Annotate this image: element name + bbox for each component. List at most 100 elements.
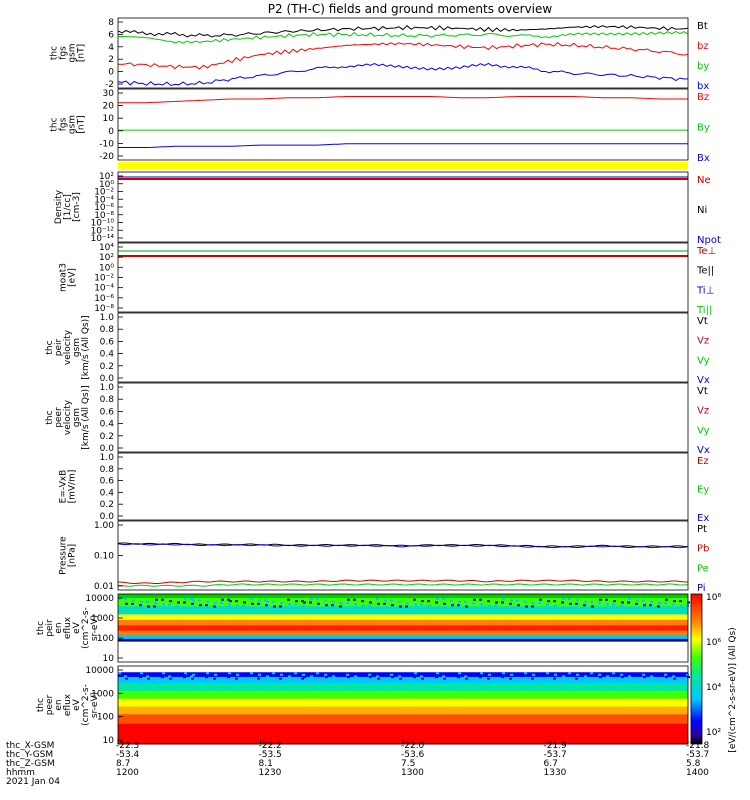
spectrogram-speck xyxy=(465,677,468,680)
spectrogram-speck xyxy=(451,604,454,607)
spectrogram-band xyxy=(118,690,688,700)
y-axis-label: gsm xyxy=(72,408,82,427)
spectrogram-speck xyxy=(147,605,150,608)
spectrogram-speck xyxy=(428,604,431,607)
spectrogram-speck xyxy=(155,598,158,601)
spectrogram-speck xyxy=(169,677,172,680)
spectrogram-speck xyxy=(257,677,260,680)
spectrogram-speck xyxy=(309,601,312,604)
chart-title: P2 (TH-C) fields and ground moments over… xyxy=(268,2,553,16)
spectrogram-speck xyxy=(525,605,528,608)
panel-fgs xyxy=(117,17,689,89)
spectrogram-speck xyxy=(287,598,290,601)
spectrogram-speck xyxy=(687,601,690,604)
y-axis-label: Density xyxy=(54,189,64,224)
spectrogram-speck xyxy=(479,598,482,601)
spectrogram-speck xyxy=(672,675,675,678)
spectrogram-speck xyxy=(398,675,401,678)
spectrogram-speck xyxy=(220,676,223,679)
x-tick-value: 1330 xyxy=(544,768,567,778)
spectrogram-speck xyxy=(124,598,127,601)
y-axis-label: peer xyxy=(45,694,55,715)
legend-entry: Vx xyxy=(697,445,710,456)
spectrogram-speck xyxy=(376,598,379,601)
legend-entry: Pe xyxy=(697,563,709,574)
spectrogram-speck xyxy=(177,673,180,676)
spectrogram-speck xyxy=(539,673,542,676)
spectrogram-speck xyxy=(538,676,541,679)
spectrogram-speck xyxy=(620,604,623,607)
spectrogram-speck xyxy=(294,603,297,606)
y-tick-label: 10⁻⁶ xyxy=(94,294,114,304)
spectrogram-speck xyxy=(258,673,261,676)
x-tick-value: -53.6 xyxy=(401,750,425,760)
spectrogram-speck xyxy=(324,673,327,676)
spectrogram-speck xyxy=(502,598,505,601)
spectrogram-speck xyxy=(621,676,624,679)
spectrogram-speck xyxy=(473,598,476,601)
spectrogram-speck xyxy=(361,600,364,603)
y-axis-label: gsm xyxy=(68,43,78,62)
spectrogram-speck xyxy=(658,676,661,679)
spectrogram-speck xyxy=(368,604,371,607)
spectrogram-speck xyxy=(235,600,238,603)
spectrogram-speck xyxy=(628,675,631,678)
spectrogram-speck xyxy=(340,676,343,679)
y-tick-label: 10⁻⁴ xyxy=(94,195,114,205)
y-tick-label: 1.0 xyxy=(100,453,115,463)
spectrogram-speck xyxy=(547,674,550,677)
y-tick-label: 1.00 xyxy=(94,521,114,531)
y-axis-label: en xyxy=(54,699,64,710)
legend-entry: By xyxy=(697,123,710,134)
spectrogram-speck xyxy=(636,599,639,602)
spectrogram-speck xyxy=(510,599,513,602)
spectrogram-speck xyxy=(562,675,565,678)
spectrogram-speck xyxy=(118,672,121,675)
legend-entry: Te⊥ xyxy=(696,246,716,257)
spectrogram-speck xyxy=(161,676,164,679)
spectrogram-speck xyxy=(516,599,519,602)
spectrogram-speck xyxy=(612,603,615,606)
spectrogram-speck xyxy=(383,602,386,605)
spectrogram-speck xyxy=(131,674,134,677)
spectrogram-speck xyxy=(421,600,424,603)
y-axis-label: Pressure xyxy=(59,536,69,575)
spectrogram-speck xyxy=(539,598,542,601)
spectrogram-speck xyxy=(331,673,334,676)
spectrogram-speck xyxy=(464,675,467,678)
spectrogram-speck xyxy=(554,604,557,607)
spectrogram-speck xyxy=(546,603,549,606)
y-axis-label: [eV] xyxy=(68,268,78,287)
y-tick-label: 10000 xyxy=(85,666,114,676)
spectrogram-speck xyxy=(627,673,630,676)
panel-peer_vel xyxy=(117,382,689,453)
spectrogram-speck xyxy=(124,675,127,678)
y-tick-label: 1000 xyxy=(91,689,114,699)
spectrogram-speck xyxy=(192,673,195,676)
y-tick-label: 20 xyxy=(103,102,115,112)
spectrogram-speck xyxy=(450,676,453,679)
spectrogram-speck xyxy=(384,599,387,602)
legend-entry: Bx xyxy=(697,153,710,164)
spectrogram-speck xyxy=(583,604,586,607)
spectrogram-speck xyxy=(279,677,282,680)
spectrogram-speck xyxy=(258,599,261,602)
colorbar-gradient xyxy=(690,593,703,745)
y-tick-label: 10⁻⁸ xyxy=(94,304,114,314)
spectrogram-speck xyxy=(687,676,690,679)
spectrogram-speck xyxy=(480,672,483,675)
spectrogram-speck xyxy=(414,672,417,675)
colorbar-label: [eV/(cm^2-s-sr-eV)] (All Qs) xyxy=(728,627,738,752)
spectrogram-speck xyxy=(384,676,387,679)
spectrogram-speck xyxy=(132,599,135,602)
spectrogram-speck xyxy=(427,600,430,603)
y-axis-label: peir xyxy=(54,338,64,356)
spectrogram-speck xyxy=(227,676,230,679)
x-row-label: 2021 Jan 04 xyxy=(6,777,60,787)
spectrogram-speck xyxy=(442,675,445,678)
spectrogram-speck xyxy=(613,600,616,603)
y-tick-label: 10⁻² xyxy=(94,188,114,198)
spectrogram-speck xyxy=(494,604,497,607)
y-axis-label: thc xyxy=(36,698,46,712)
x-tick-value: 5.8 xyxy=(686,759,701,769)
